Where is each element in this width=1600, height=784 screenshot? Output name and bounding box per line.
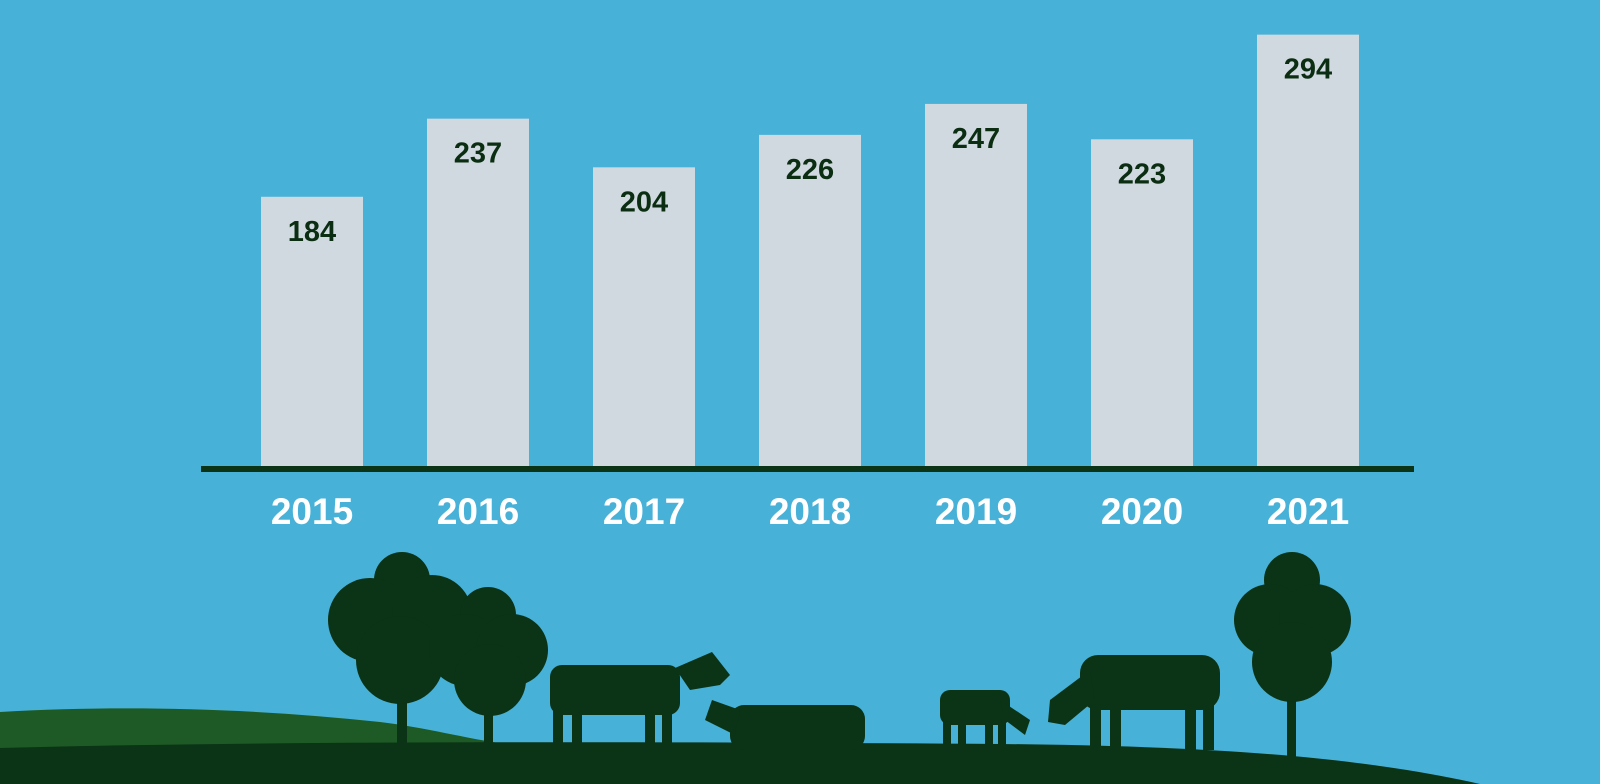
value-label: 294: [1284, 54, 1332, 86]
tree: [328, 552, 472, 760]
cow-lying: [705, 700, 865, 750]
x-tick-label: 2016: [437, 491, 519, 532]
x-tick-label: 2017: [603, 491, 685, 532]
bar: [261, 196, 363, 468]
ground: [0, 742, 1480, 784]
x-tick-label: 2020: [1101, 491, 1183, 532]
cow-standing: [550, 652, 730, 750]
x-tick-label: 2018: [769, 491, 851, 532]
value-label: 184: [288, 216, 336, 248]
tree: [429, 587, 548, 760]
x-tick-label: 2015: [271, 491, 353, 532]
bar: [1091, 139, 1193, 468]
calf: [940, 690, 1030, 747]
value-label: 204: [620, 186, 668, 218]
cow-grazing: [1048, 655, 1220, 750]
x-tick-label: 2019: [935, 491, 1017, 532]
bar: [593, 167, 695, 468]
x-tick-label: 2021: [1267, 491, 1349, 532]
bar: [759, 134, 861, 468]
value-label: 223: [1118, 158, 1166, 190]
value-label: 237: [454, 138, 502, 170]
value-label: 226: [786, 154, 834, 186]
bar: [925, 103, 1027, 468]
value-label: 247: [952, 123, 1000, 155]
tree: [1234, 552, 1351, 762]
pasture-scenery: [0, 552, 1480, 784]
plot-area: 184 2015 237 2016 204 2017 226 2018 247 2019 223 20…: [201, 34, 1414, 532]
baseline: [201, 466, 1414, 472]
bar: [1257, 34, 1359, 468]
bar: [427, 118, 529, 469]
